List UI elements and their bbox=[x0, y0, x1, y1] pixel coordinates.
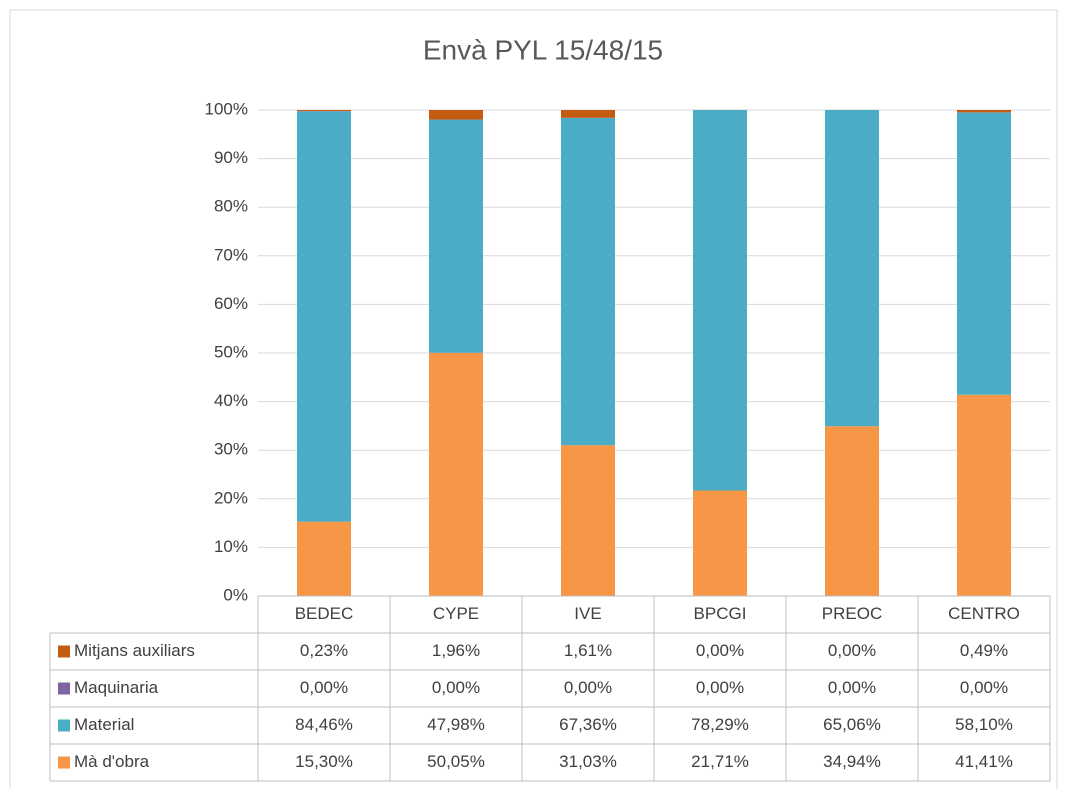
y-tick-label: 80% bbox=[214, 197, 248, 216]
data-label: 0,00% bbox=[960, 678, 1008, 697]
data-label: 31,03% bbox=[559, 752, 617, 771]
legend-label: Material bbox=[74, 715, 134, 734]
chart-border bbox=[9, 9, 1058, 789]
bar-segment bbox=[297, 110, 351, 112]
legend-swatch bbox=[58, 682, 70, 695]
y-tick-label: 40% bbox=[214, 391, 248, 410]
data-label: 0,00% bbox=[828, 641, 876, 660]
bar-segment bbox=[693, 110, 747, 491]
bar-segment bbox=[957, 110, 1011, 113]
bar-segment bbox=[693, 490, 747, 596]
legend-label: Maquinaria bbox=[74, 678, 159, 697]
data-label: 50,05% bbox=[427, 752, 485, 771]
data-label: 65,06% bbox=[823, 715, 881, 734]
x-tick-label: CYPE bbox=[433, 604, 479, 623]
data-label: 0,00% bbox=[432, 678, 480, 697]
y-tick-label: 90% bbox=[214, 148, 248, 167]
y-tick-label: 0% bbox=[223, 585, 248, 604]
legend-swatch bbox=[58, 645, 70, 658]
data-label: 0,00% bbox=[696, 678, 744, 697]
bar-segment bbox=[429, 119, 483, 353]
legend-label: Mitjans auxiliars bbox=[74, 641, 195, 660]
data-label: 47,98% bbox=[427, 715, 485, 734]
data-label: 1,96% bbox=[432, 641, 480, 660]
bar-segment bbox=[297, 111, 351, 522]
data-label: 21,71% bbox=[691, 752, 749, 771]
legend-swatch bbox=[58, 719, 70, 732]
y-tick-label: 50% bbox=[214, 342, 248, 361]
y-tick-label: 10% bbox=[214, 537, 248, 556]
data-label: 58,10% bbox=[955, 715, 1013, 734]
data-label: 78,29% bbox=[691, 715, 749, 734]
data-label: 0,49% bbox=[960, 641, 1008, 660]
legend-swatch bbox=[58, 756, 70, 769]
bar-segment bbox=[561, 110, 615, 118]
data-label: 15,30% bbox=[295, 752, 353, 771]
data-label: 0,00% bbox=[564, 678, 612, 697]
x-tick-label: IVE bbox=[574, 604, 601, 623]
data-label: 0,00% bbox=[696, 641, 744, 660]
data-label: 34,94% bbox=[823, 752, 881, 771]
chart-title: Envà PYL 15/48/15 bbox=[423, 34, 663, 65]
bar-segment bbox=[957, 394, 1011, 596]
data-label: 1,61% bbox=[564, 641, 612, 660]
y-tick-label: 100% bbox=[205, 99, 248, 118]
legend-label: Mà d'obra bbox=[74, 752, 150, 771]
y-tick-label: 30% bbox=[214, 440, 248, 459]
y-tick-label: 60% bbox=[214, 294, 248, 313]
x-tick-label: PREOC bbox=[822, 604, 882, 623]
bar-segment bbox=[957, 112, 1011, 395]
bar-segment bbox=[429, 110, 483, 120]
x-tick-label: BPCGI bbox=[694, 604, 747, 623]
data-label: 0,23% bbox=[300, 641, 348, 660]
data-label: 0,00% bbox=[828, 678, 876, 697]
bar-segment bbox=[825, 110, 879, 427]
x-tick-label: BEDEC bbox=[295, 604, 354, 623]
y-tick-label: 70% bbox=[214, 245, 248, 264]
data-label: 67,36% bbox=[559, 715, 617, 734]
data-label: 84,46% bbox=[295, 715, 353, 734]
bar-segment bbox=[561, 445, 615, 596]
y-tick-label: 20% bbox=[214, 488, 248, 507]
bar-segment bbox=[429, 352, 483, 596]
bar-segment bbox=[561, 117, 615, 446]
bar-segment bbox=[825, 426, 879, 596]
bar-segment bbox=[297, 521, 351, 596]
x-tick-label: CENTRO bbox=[948, 604, 1020, 623]
data-label: 41,41% bbox=[955, 752, 1013, 771]
data-label: 0,00% bbox=[300, 678, 348, 697]
